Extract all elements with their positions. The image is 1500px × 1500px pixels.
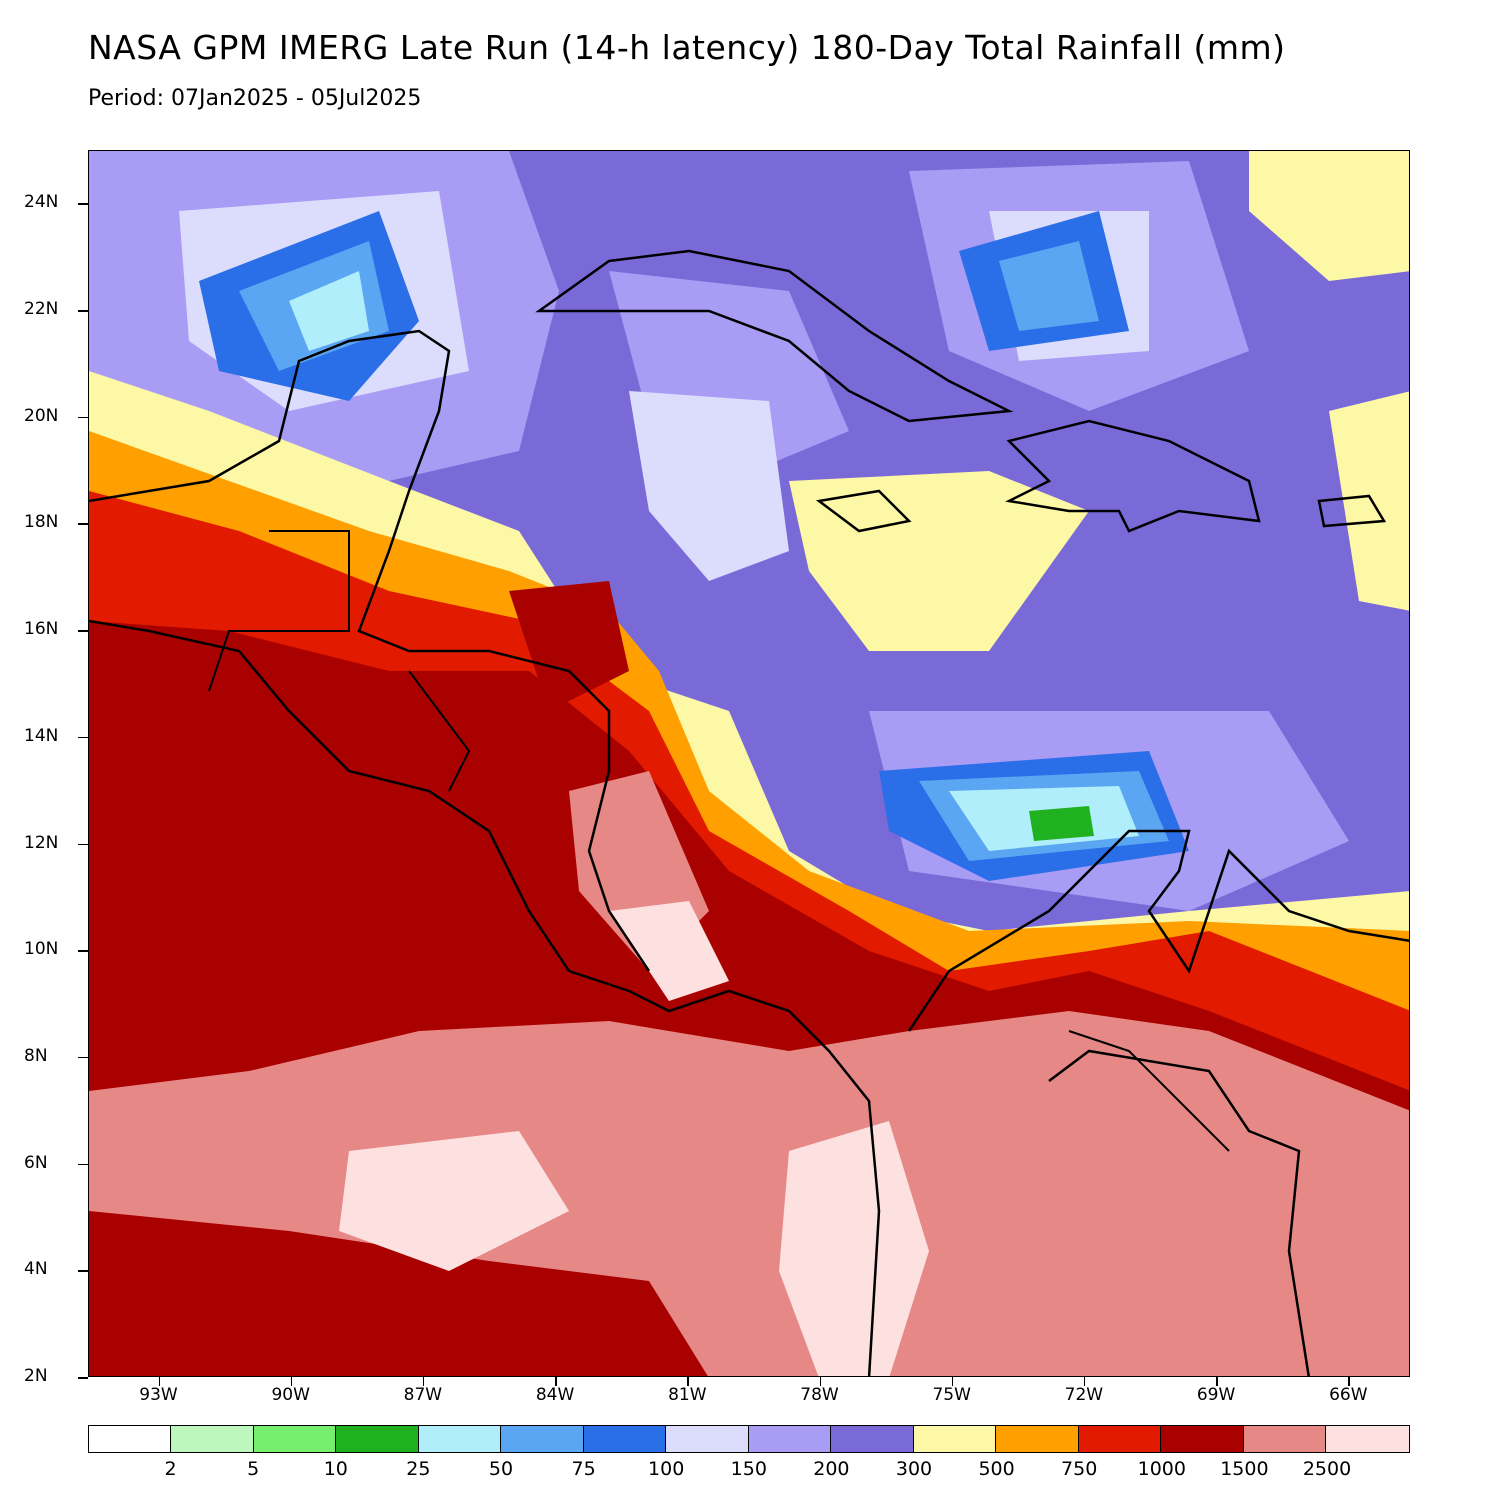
lat-tick-mark <box>78 1377 88 1379</box>
legend-label: 5 <box>247 1458 260 1480</box>
legend-swatch <box>1078 1426 1162 1452</box>
legend-label: 150 <box>730 1458 767 1480</box>
lat-tick-mark <box>78 843 88 846</box>
lat-tick-label: 6N <box>24 1152 48 1173</box>
legend-swatch <box>89 1426 172 1452</box>
lat-tick-mark <box>78 950 88 952</box>
lon-tick-label: 90W <box>271 1385 310 1405</box>
rain-field-500-c <box>789 471 1089 651</box>
lon-tick-label: 75W <box>932 1385 971 1405</box>
lat-tick-label: 22N <box>24 299 59 320</box>
lat-tick-mark <box>78 736 88 739</box>
lat-tick-label: 18N <box>24 512 59 533</box>
lat-tick-label: 8N <box>24 1045 48 1066</box>
lat-tick-label: 24N <box>24 192 59 213</box>
country-borders <box>208 530 1230 1152</box>
legend-swatch <box>1326 1426 1409 1452</box>
map-period: Period: 07Jan2025 - 05Jul2025 <box>88 86 422 111</box>
lon-tick-mark <box>1216 1377 1218 1386</box>
lat-tick-mark <box>78 416 88 419</box>
rain-field-max-b <box>779 1121 929 1376</box>
lat-tick-label: 4N <box>24 1259 48 1280</box>
lon-tick-label: 93W <box>139 1385 178 1405</box>
lat-tick-label: 10N <box>24 939 59 960</box>
legend-swatch <box>501 1426 584 1452</box>
legend-swatch <box>913 1426 997 1452</box>
legend-label: 500 <box>978 1458 1015 1480</box>
coastlines <box>89 249 1409 1376</box>
rain-field-25 <box>1029 806 1094 841</box>
lat-tick-label: 2N <box>24 1366 48 1386</box>
legend-swatch <box>666 1426 749 1452</box>
lon-tick-label: 84W <box>535 1385 575 1405</box>
rain-field-50 <box>289 271 369 351</box>
lon-tick-mark <box>1083 1377 1086 1386</box>
lon-tick-label: 66W <box>1329 1385 1368 1405</box>
legend-swatch <box>1161 1426 1244 1452</box>
lat-tick-mark <box>78 523 88 525</box>
legend-swatch <box>336 1426 419 1452</box>
legend-swatch <box>171 1426 254 1452</box>
rain-field-max-c <box>609 901 729 1001</box>
rain-field-75-b <box>999 241 1099 331</box>
legend-label: 25 <box>406 1458 431 1480</box>
lon-tick-mark <box>951 1377 954 1386</box>
rain-field-150-b <box>629 391 789 581</box>
legend-swatch <box>996 1426 1079 1452</box>
legend-label: 750 <box>1061 1458 1098 1480</box>
lat-tick-mark <box>78 1163 88 1166</box>
lat-tick-mark <box>78 203 88 205</box>
legend-label: 75 <box>571 1458 596 1480</box>
lon-tick-mark <box>819 1377 821 1386</box>
lon-tick-label: 78W <box>800 1385 839 1405</box>
legend-swatch <box>748 1426 832 1452</box>
lon-tick-mark <box>687 1377 689 1386</box>
legend-swatch <box>253 1426 337 1452</box>
legend-swatch <box>831 1426 914 1452</box>
lat-tick-mark <box>78 630 88 632</box>
color-legend <box>88 1425 1410 1453</box>
lon-tick-mark <box>422 1377 425 1386</box>
lon-tick-mark <box>555 1377 557 1386</box>
rain-field-1500-b <box>509 581 629 711</box>
lat-tick-mark <box>78 1056 88 1059</box>
lat-tick-mark <box>78 1270 88 1272</box>
legend-label: 2 <box>164 1458 177 1480</box>
legend-label: 1500 <box>1220 1458 1269 1480</box>
lon-tick-label: 87W <box>403 1385 443 1405</box>
legend-label: 2500 <box>1302 1458 1352 1480</box>
rainfall-map <box>88 150 1410 1377</box>
lat-tick-mark <box>78 310 88 312</box>
lat-tick-label: 14N <box>24 725 59 746</box>
legend-label: 300 <box>895 1458 933 1480</box>
lon-tick-mark <box>158 1377 160 1386</box>
rain-field-500-d <box>1329 391 1409 611</box>
rain-field-500-b <box>1249 151 1409 281</box>
lon-tick-label: 72W <box>1064 1385 1104 1405</box>
lon-tick-mark <box>1348 1377 1350 1386</box>
lat-tick-label: 20N <box>24 405 59 426</box>
legend-swatch <box>1243 1426 1327 1452</box>
legend-swatch <box>418 1426 502 1452</box>
legend-swatch <box>583 1426 667 1452</box>
rain-field-max <box>339 1131 569 1271</box>
legend-label: 200 <box>813 1458 850 1480</box>
lon-tick-label: 69W <box>1196 1385 1236 1405</box>
legend-label: 1000 <box>1137 1458 1186 1480</box>
lat-tick-label: 12N <box>24 832 59 853</box>
rain-field-2500-c <box>89 1211 708 1376</box>
lat-tick-label: 16N <box>24 619 59 640</box>
legend-label: 50 <box>488 1458 514 1480</box>
lon-tick-mark <box>290 1377 293 1386</box>
legend-label: 100 <box>648 1458 685 1480</box>
lon-tick-label: 81W <box>668 1385 707 1405</box>
legend-label: 10 <box>323 1458 348 1480</box>
map-title: NASA GPM IMERG Late Run (14-h latency) 1… <box>88 28 1286 67</box>
